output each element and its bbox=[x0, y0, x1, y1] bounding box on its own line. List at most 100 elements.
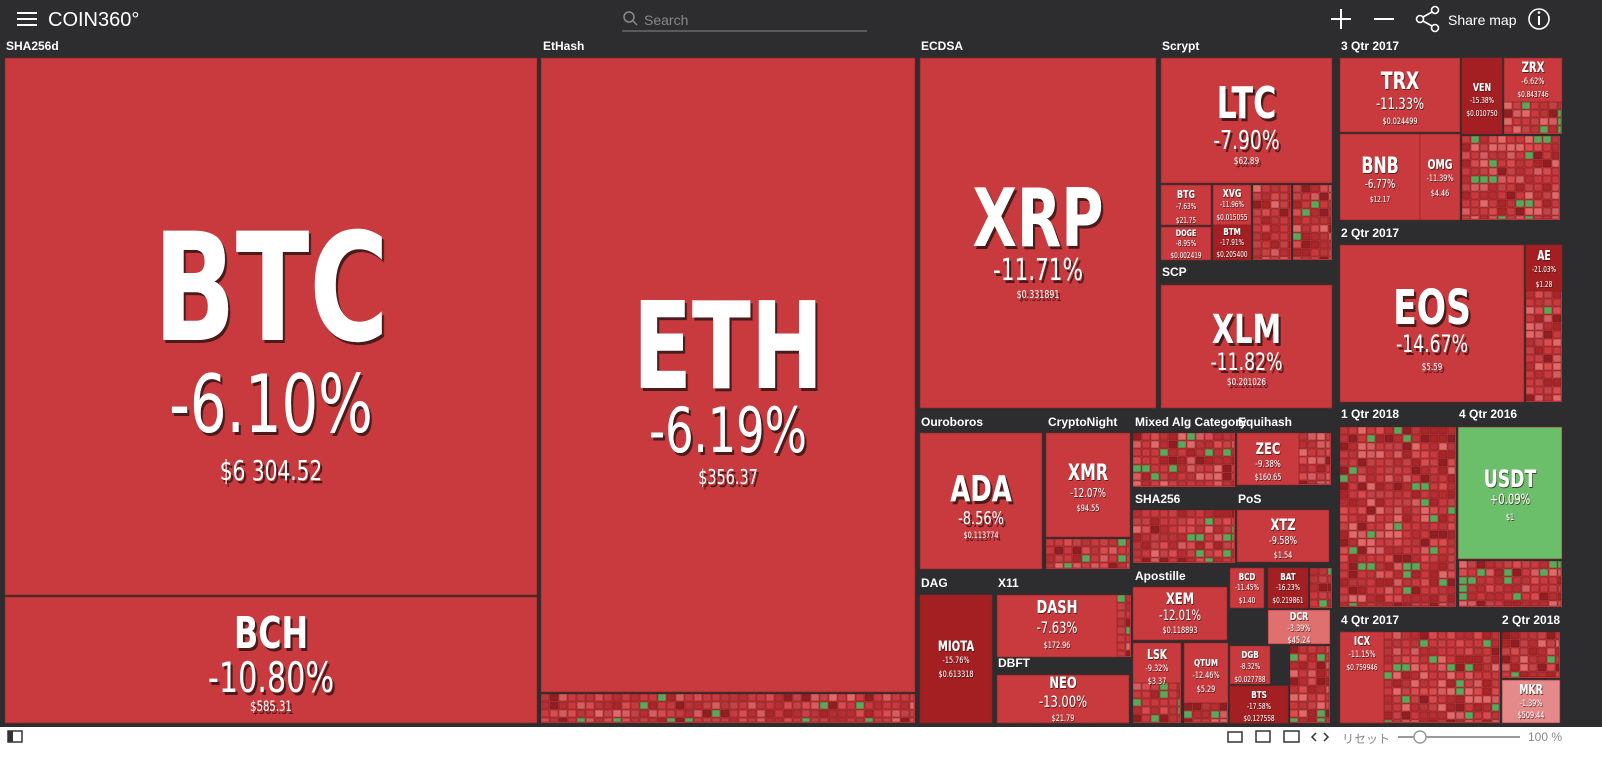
mini-tile bbox=[1437, 687, 1447, 696]
mini-tile bbox=[1219, 710, 1228, 719]
mini-tile bbox=[612, 693, 622, 702]
coin-tile[interactable] bbox=[1503, 57, 1563, 103]
menu-icon[interactable] bbox=[17, 12, 37, 26]
mini-tile bbox=[1438, 490, 1448, 499]
reset-button[interactable]: リセット bbox=[1342, 732, 1391, 746]
coin-symbol-group: ETH bbox=[633, 277, 823, 417]
coin-tile[interactable] bbox=[1339, 133, 1421, 221]
mini-tile bbox=[1288, 232, 1291, 241]
mini-tile bbox=[1512, 584, 1522, 593]
coin-tile[interactable] bbox=[1339, 244, 1525, 403]
mini-tile bbox=[1515, 151, 1525, 160]
coin-tile[interactable] bbox=[1501, 679, 1561, 724]
coin-tile[interactable] bbox=[1160, 184, 1212, 226]
coin-tile[interactable] bbox=[1160, 226, 1212, 261]
coin-tile[interactable] bbox=[540, 57, 916, 693]
coin-tile[interactable] bbox=[1339, 57, 1461, 133]
coin-tile[interactable] bbox=[1160, 57, 1333, 184]
mini-tile bbox=[1328, 208, 1332, 217]
coin-tile[interactable] bbox=[1160, 284, 1333, 409]
coin-price: $0.331891 bbox=[1017, 289, 1060, 302]
embed-icon[interactable] bbox=[1310, 732, 1330, 742]
mini-tile bbox=[1534, 354, 1544, 363]
mini-tile bbox=[1485, 560, 1495, 569]
mini-tile bbox=[1192, 702, 1202, 711]
mini-tile bbox=[1488, 135, 1498, 144]
coin-tile[interactable] bbox=[1267, 567, 1309, 609]
mini-tile bbox=[1533, 191, 1543, 200]
mini-tile bbox=[1411, 514, 1421, 523]
coin-tile[interactable] bbox=[996, 594, 1118, 658]
coin-tile[interactable] bbox=[1419, 133, 1461, 221]
coin-symbol-group: OMG bbox=[1428, 156, 1453, 172]
share-icon[interactable] bbox=[1415, 5, 1440, 33]
mini-tile bbox=[1339, 482, 1349, 491]
mini-tile bbox=[1534, 370, 1544, 379]
coin-tile[interactable] bbox=[1183, 642, 1229, 704]
mini-tile bbox=[1150, 480, 1160, 487]
coin-tile[interactable] bbox=[1457, 426, 1563, 560]
coin-tile[interactable] bbox=[1229, 685, 1289, 724]
coin-tile[interactable] bbox=[1267, 609, 1331, 645]
search-box[interactable]: Search bbox=[622, 11, 867, 32]
coin-price-group: $0.127558 bbox=[1243, 714, 1274, 723]
mini-tile bbox=[1419, 703, 1429, 712]
coin-tile[interactable] bbox=[1229, 645, 1271, 685]
mini-tile bbox=[1117, 562, 1127, 569]
mini-tile bbox=[1543, 378, 1553, 387]
share-label[interactable]: Share map bbox=[1448, 12, 1517, 28]
mini-tile bbox=[783, 701, 793, 710]
coin-tile[interactable] bbox=[1229, 567, 1265, 609]
zoom-handle[interactable] bbox=[1413, 730, 1427, 744]
coin-tile[interactable] bbox=[1236, 432, 1300, 486]
mini-tile bbox=[1542, 135, 1552, 144]
coin-tile[interactable] bbox=[1212, 184, 1252, 226]
mini-tile bbox=[1301, 192, 1311, 201]
coin-tile[interactable] bbox=[1132, 586, 1228, 641]
mini-tile bbox=[1557, 125, 1562, 134]
mini-tile bbox=[1521, 109, 1531, 118]
coin-tile[interactable] bbox=[4, 596, 538, 724]
zoom-in[interactable] bbox=[1331, 9, 1351, 29]
coin-tile[interactable] bbox=[1212, 224, 1252, 261]
mini-tile bbox=[1327, 599, 1332, 608]
mini-tile bbox=[1150, 440, 1160, 449]
coin-tile[interactable] bbox=[996, 674, 1130, 724]
coin-tile[interactable] bbox=[1339, 631, 1385, 724]
info-icon[interactable] bbox=[1528, 8, 1550, 30]
coin-symbol-group: LTC bbox=[1217, 78, 1277, 130]
mini-tile bbox=[1461, 207, 1471, 216]
mini-tile bbox=[1045, 538, 1055, 547]
mini-tile bbox=[1298, 685, 1308, 694]
mini-tile bbox=[1438, 426, 1448, 435]
coin-tile[interactable] bbox=[919, 432, 1043, 570]
coin-tile[interactable] bbox=[4, 57, 538, 596]
coin-tile[interactable] bbox=[919, 57, 1157, 409]
coin-symbol: MIOTA bbox=[938, 638, 975, 654]
image-icon[interactable] bbox=[1283, 730, 1300, 743]
mini-tile bbox=[1384, 450, 1394, 459]
mini-tile bbox=[1539, 592, 1549, 601]
mini-tile bbox=[549, 717, 559, 723]
treemap: COIN360° Search Share map SHA256d EtHash E… bbox=[4, 5, 1563, 724]
coin-tile[interactable] bbox=[1525, 244, 1563, 292]
camera-icon[interactable] bbox=[1227, 731, 1243, 743]
mini-tile bbox=[1464, 655, 1474, 664]
mini-tile bbox=[1512, 109, 1522, 118]
mini-tile bbox=[1081, 546, 1091, 555]
frame-icon[interactable] bbox=[1255, 730, 1271, 743]
coin-change: -1.39% bbox=[1520, 698, 1543, 708]
coin-symbol: DCR bbox=[1290, 611, 1309, 624]
mini-tile bbox=[1438, 554, 1448, 563]
coin-tile[interactable] bbox=[1132, 642, 1182, 684]
mini-tile bbox=[1543, 386, 1553, 395]
coin-tile[interactable] bbox=[919, 594, 993, 724]
coin-tile[interactable] bbox=[1236, 509, 1330, 563]
mini-tile bbox=[1552, 346, 1562, 355]
mini-tile bbox=[1126, 562, 1130, 569]
mini-tile bbox=[1339, 434, 1349, 443]
mini-tile bbox=[702, 709, 712, 718]
coin-tile[interactable] bbox=[1045, 432, 1131, 538]
coin-tile[interactable] bbox=[1461, 57, 1503, 135]
logo[interactable]: COIN360° bbox=[48, 9, 139, 31]
